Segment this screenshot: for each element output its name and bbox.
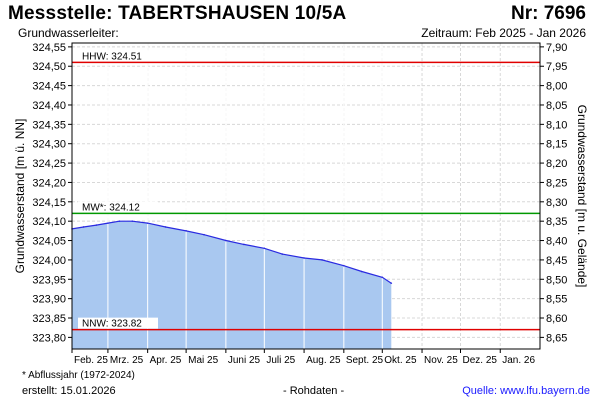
- y-tick-label-left: 324,05: [32, 236, 66, 248]
- water-level-point: [131, 220, 134, 222]
- month-divider-layer: [107, 43, 383, 349]
- mw-label: MW*: 324.12: [82, 202, 140, 213]
- water-level-point: [281, 253, 284, 255]
- created-date: erstellt: 15.01.2026: [22, 385, 116, 397]
- water-level-point: [185, 230, 187, 232]
- y-tick-label-right: 8,60: [546, 313, 567, 325]
- y-tick-label-left: 324,15: [32, 197, 66, 209]
- y-tick-label-right: 8,65: [546, 332, 567, 344]
- x-tick-label: Feb. 25: [74, 355, 108, 366]
- y-tick-label-left: 324,35: [32, 119, 66, 131]
- y-tick-label-right: 8,25: [546, 177, 567, 189]
- y-tick-label-right: 8,15: [546, 139, 567, 151]
- aquifer-label: Grundwasserleiter:: [18, 26, 119, 40]
- x-tick-label: Sept. 25: [346, 355, 384, 366]
- y-tick-label-right: 8,00: [546, 81, 567, 93]
- y-tick-label-left: 323,95: [32, 274, 66, 286]
- x-tick-label: Juli 25: [266, 355, 295, 366]
- y-axis-label-left: Grundwasserstand [m ü. NN]: [13, 119, 27, 274]
- tick-layer: 324,55 7,90 324,50 7,95 324,45 8,00 324,40 8,05…: [32, 42, 567, 366]
- y-tick-label-right: 8,45: [546, 255, 567, 267]
- water-level-point: [321, 259, 323, 261]
- x-tick-label: Mai 25: [188, 355, 218, 366]
- nnw-label: NNW: 323.82: [82, 319, 142, 330]
- nnw-label-bg: [78, 317, 158, 329]
- water-level-point: [263, 247, 266, 250]
- reference-line-layer: HHW: 324.51 MW*: 324.12 NNW: 323.82: [72, 50, 540, 331]
- y-tick-label-right: 8,40: [546, 236, 567, 248]
- y-tick-label-right: 8,50: [546, 274, 567, 286]
- chart-title: Messstelle: TABERTSHAUSEN 10/5A: [8, 3, 347, 24]
- plot-frame: [71, 42, 541, 350]
- y-tick-label-left: 323,80: [32, 332, 66, 344]
- water-level-point: [82, 226, 85, 228]
- y-tick-label-right: 8,10: [546, 119, 567, 131]
- water-level-point: [360, 270, 363, 273]
- water-level-point: [343, 264, 345, 267]
- y-tick-label-left: 323,90: [32, 294, 66, 306]
- raw-data-note: - Rohdaten -: [283, 385, 345, 397]
- mw-label-bg: [78, 201, 158, 213]
- y-tick-label-right: 8,20: [546, 158, 567, 170]
- x-tick-label: Dez. 25: [463, 355, 498, 366]
- water-level-point: [95, 224, 98, 226]
- x-tick-label: Apr. 25: [150, 355, 182, 366]
- y-tick-label-left: 324,10: [32, 216, 66, 228]
- hhw-label: HHW: 324.51: [82, 51, 142, 62]
- y-tick-label-right: 7,95: [546, 61, 567, 73]
- x-tick-label: Nov. 25: [424, 355, 458, 366]
- water-level-line: [71, 220, 392, 284]
- water-level-point: [390, 282, 393, 284]
- period-label: Zeitraum: Feb 2025 - Jan 2026: [421, 26, 586, 40]
- x-tick-label: Aug. 25: [306, 355, 341, 366]
- water-level-point: [118, 220, 121, 222]
- y-tick-label-left: 324,50: [32, 61, 66, 73]
- water-level-point: [381, 276, 384, 279]
- y-tick-label-right: 8,05: [546, 100, 567, 112]
- y-tick-label-left: 324,25: [32, 158, 66, 170]
- water-level-point: [146, 222, 149, 224]
- x-tick-label: Juni 25: [228, 355, 261, 366]
- footnote: * Abflussjahr (1972-2024): [22, 370, 135, 381]
- water-level-point: [107, 222, 109, 224]
- x-tick-label: Mrz. 25: [110, 355, 144, 366]
- water-level-area: [72, 221, 392, 349]
- y-tick-label-left: 324,30: [32, 139, 66, 151]
- y-tick-label-left: 324,40: [32, 100, 66, 112]
- water-level-point: [303, 257, 305, 259]
- x-tick-label: Okt. 25: [384, 355, 417, 366]
- y-tick-label-left: 324,00: [32, 255, 66, 267]
- y-tick-label-left: 324,20: [32, 177, 66, 189]
- hhw-label-bg: [78, 50, 158, 62]
- x-tick-label: Jan. 26: [502, 355, 535, 366]
- water-level-point: [225, 239, 227, 242]
- area-layer: [72, 221, 392, 349]
- y-tick-label-left: 324,45: [32, 81, 66, 93]
- y-tick-label-right: 8,30: [546, 197, 567, 209]
- water-level-point: [243, 243, 245, 246]
- water-level-point: [164, 226, 167, 228]
- y-tick-label-right: 8,35: [546, 216, 567, 228]
- water-level-point: [203, 233, 205, 236]
- station-number: Nr: 7696: [511, 3, 586, 24]
- y-tick-label-right: 8,55: [546, 294, 567, 306]
- source-link[interactable]: Quelle: www.lfu.bayern.de: [462, 385, 590, 397]
- y-tick-label-right: 7,90: [546, 42, 567, 54]
- y-tick-label-left: 324,55: [32, 42, 66, 54]
- y-tick-label-left: 323,85: [32, 313, 66, 325]
- y-axis-label-right: Grundwasserstand [m u. Gelände]: [575, 105, 589, 288]
